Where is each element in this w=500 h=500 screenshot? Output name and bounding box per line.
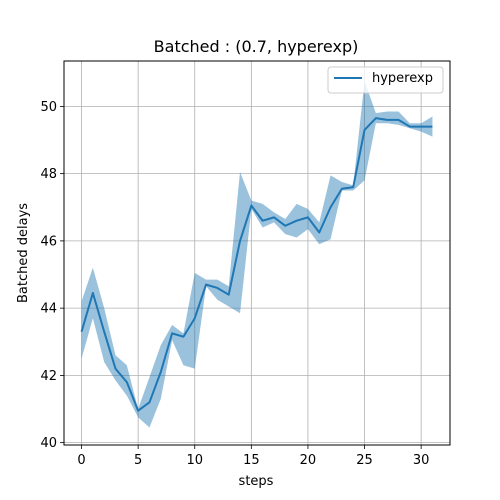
y-tick-label: 48: [40, 167, 57, 182]
y-axis-label: Batched delays: [16, 203, 31, 303]
y-tick-label: 40: [40, 436, 57, 451]
y-tick-label: 50: [40, 100, 57, 115]
chart-title: Batched : (0.7, hyperexp): [154, 37, 359, 56]
legend-box: [327, 66, 444, 94]
x-tick-label: 5: [134, 453, 142, 468]
x-axis-ticks: 0 5 10 15 20 25 30: [77, 445, 429, 468]
grid: [64, 61, 450, 445]
y-tick-label: 46: [40, 234, 57, 249]
y-tick-label: 42: [40, 369, 57, 384]
x-tick-label: 25: [356, 453, 373, 468]
legend: hyperexp: [327, 66, 444, 94]
legend-label-hyperexp: hyperexp: [372, 71, 433, 86]
x-tick-label: 30: [413, 453, 430, 468]
x-tick-label: 15: [243, 453, 260, 468]
x-axis-label: steps: [239, 474, 274, 489]
x-tick-label: 0: [77, 453, 85, 468]
y-axis-ticks: 40 42 44 46 48 50: [40, 100, 64, 451]
x-tick-label: 10: [186, 453, 203, 468]
series-line-hyperexp: [80, 117, 433, 412]
series-line-layer: [80, 117, 433, 412]
y-tick-label: 44: [40, 302, 57, 317]
plot-frame: [63, 60, 451, 446]
x-tick-label: 20: [300, 453, 317, 468]
